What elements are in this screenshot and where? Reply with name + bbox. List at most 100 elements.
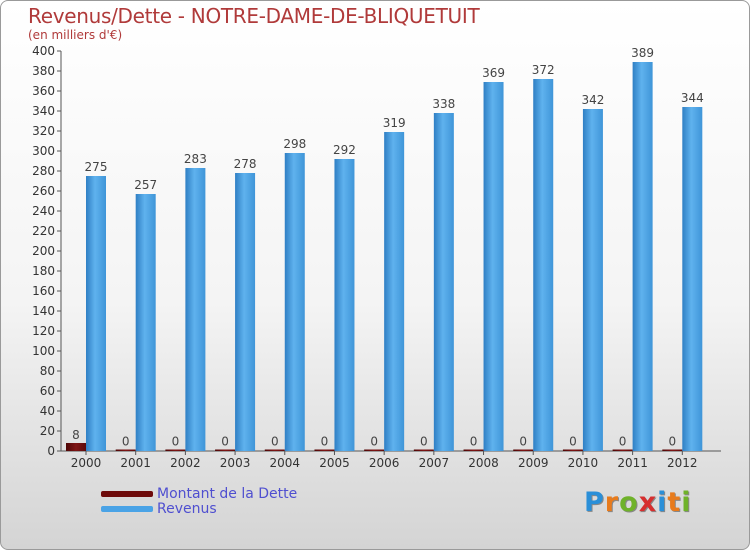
bar-dette	[612, 449, 633, 451]
bar-dette	[413, 449, 434, 451]
y-tick-label: 180	[32, 264, 55, 278]
data-label-revenus: 298	[283, 137, 306, 151]
y-tick-label: 220	[32, 224, 55, 238]
bar-dette	[513, 449, 534, 451]
logo-letter: P	[584, 487, 605, 518]
logo-letter: o	[619, 487, 639, 518]
chart-title: Revenus/Dette - NOTRE-DAME-DE-BLIQUETUIT	[28, 4, 480, 28]
data-label-dette: 8	[72, 428, 80, 442]
data-label-dette: 0	[370, 435, 378, 449]
bar-revenus	[86, 176, 106, 451]
data-label-revenus: 342	[581, 93, 604, 107]
x-tick-label: 2012	[667, 456, 698, 470]
bar-revenus	[632, 62, 653, 451]
y-tick-label: 380	[32, 64, 55, 78]
data-label-dette: 0	[420, 435, 428, 449]
bar-revenus	[235, 173, 256, 451]
y-tick-label: 400	[32, 44, 55, 58]
legend-swatch-revenus	[101, 506, 153, 512]
bar-dette	[264, 449, 285, 451]
x-tick-label: 2006	[369, 456, 400, 470]
y-tick-label: 240	[32, 204, 55, 218]
y-tick-label: 60	[40, 384, 55, 398]
data-label-dette: 0	[668, 435, 676, 449]
bar-revenus	[433, 113, 454, 451]
x-tick-label: 2004	[269, 456, 300, 470]
bar-dette	[463, 449, 484, 451]
data-label-revenus: 292	[333, 143, 356, 157]
data-label-revenus: 257	[134, 178, 157, 192]
bar-dette	[662, 449, 683, 451]
x-tick-label: 2005	[319, 456, 350, 470]
x-tick-label: 2009	[518, 456, 549, 470]
x-tick-label: 2010	[568, 456, 599, 470]
bar-dette	[364, 449, 385, 451]
data-label-revenus: 344	[681, 91, 704, 105]
bar-revenus	[334, 159, 355, 451]
chart-subtitle: (en milliers d'€)	[28, 28, 123, 42]
y-tick-label: 200	[32, 244, 55, 258]
data-label-dette: 0	[172, 435, 180, 449]
data-label-revenus: 338	[432, 97, 455, 111]
data-label-dette: 0	[519, 435, 527, 449]
y-tick-label: 140	[32, 304, 55, 318]
x-tick-label: 2003	[220, 456, 251, 470]
data-label-revenus: 278	[234, 157, 257, 171]
y-tick-label: 300	[32, 144, 55, 158]
data-label-dette: 0	[122, 435, 130, 449]
logo-letter: x	[638, 487, 658, 518]
y-tick-label: 0	[47, 444, 55, 458]
legend-swatch-dette	[101, 491, 153, 497]
y-tick-label: 40	[40, 404, 55, 418]
bar-dette	[215, 449, 236, 451]
x-tick-label: 2002	[170, 456, 201, 470]
y-tick-label: 100	[32, 344, 55, 358]
logo-letter: t	[667, 487, 682, 518]
y-tick-label: 160	[32, 284, 55, 298]
x-tick-label: 2011	[617, 456, 648, 470]
bar-revenus	[682, 107, 703, 451]
x-tick-label: 2001	[120, 456, 151, 470]
x-tick-label: 2000	[71, 456, 102, 470]
bar-revenus	[582, 109, 603, 451]
y-tick-label: 20	[40, 424, 55, 438]
y-tick-label: 280	[32, 164, 55, 178]
bar-dette	[562, 449, 583, 451]
y-tick-label: 120	[32, 324, 55, 338]
data-label-revenus: 389	[631, 46, 654, 60]
logo-letter: i	[681, 487, 692, 518]
bar-dette	[165, 449, 186, 451]
logo-letter: i	[657, 487, 668, 518]
bar-revenus	[284, 153, 305, 451]
data-label-dette: 0	[569, 435, 577, 449]
data-label-revenus: 369	[482, 66, 505, 80]
bar-revenus	[185, 168, 206, 451]
legend-label-revenus: Revenus	[157, 501, 217, 517]
y-tick-label: 360	[32, 84, 55, 98]
data-label-dette: 0	[470, 435, 478, 449]
bar-revenus	[533, 79, 554, 451]
x-tick-label: 2008	[468, 456, 499, 470]
bar-revenus	[135, 194, 156, 451]
data-label-dette: 0	[619, 435, 627, 449]
data-label-dette: 0	[221, 435, 229, 449]
x-tick-label: 2007	[419, 456, 450, 470]
y-tick-label: 320	[32, 124, 55, 138]
y-tick-label: 260	[32, 184, 55, 198]
logo-letter: r	[604, 487, 620, 518]
proxiti-logo: Proxiti	[584, 487, 692, 518]
data-label-revenus: 372	[532, 63, 555, 77]
bar-revenus	[483, 82, 504, 451]
bar-revenus	[384, 132, 405, 451]
bar-dette	[115, 449, 136, 451]
legend-label-dette: Montant de la Dette	[157, 486, 298, 502]
bar-dette	[314, 449, 335, 451]
y-tick-label: 80	[40, 364, 55, 378]
data-label-revenus: 283	[184, 152, 207, 166]
data-label-dette: 0	[321, 435, 329, 449]
bar-dette	[66, 443, 86, 451]
y-tick-label: 340	[32, 104, 55, 118]
data-label-dette: 0	[271, 435, 279, 449]
